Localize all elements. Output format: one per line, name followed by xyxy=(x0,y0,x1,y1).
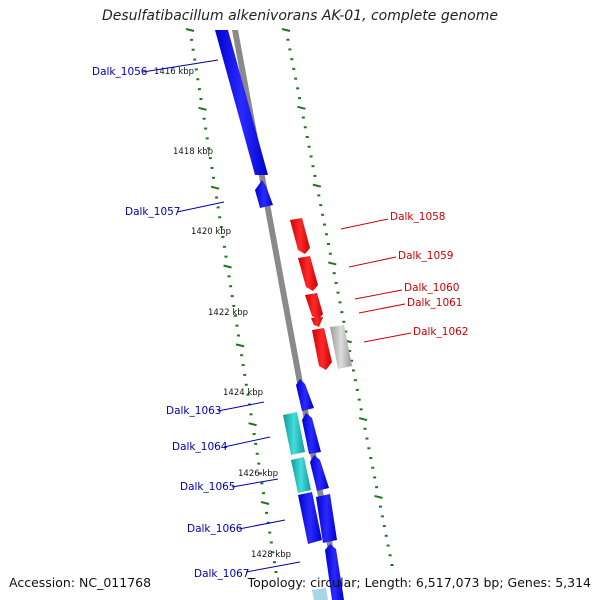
scale-tick xyxy=(210,185,220,190)
gene-dalk-1067[interactable] xyxy=(325,544,344,600)
leader-line xyxy=(340,218,389,230)
scale-label: 1428 kbp xyxy=(251,550,291,560)
left-gene-labels: Dalk_1056 Dalk_1057 Dalk_1063 Dalk_1064 … xyxy=(92,59,301,580)
gene-label-dalk-1064[interactable]: Dalk_1064 xyxy=(172,441,228,453)
gene-dalk-1064[interactable] xyxy=(283,412,305,455)
leader-line xyxy=(245,561,301,573)
leader-line xyxy=(142,59,219,73)
leader-line xyxy=(358,303,406,314)
reverse-strand-genes xyxy=(290,218,352,370)
gene-dalk-1062-gray[interactable] xyxy=(330,325,352,369)
gene-label-dalk-1060[interactable]: Dalk_1060 xyxy=(404,282,460,294)
leader-line xyxy=(348,256,397,268)
gene-label-dalk-1067[interactable]: Dalk_1067 xyxy=(194,568,250,580)
gene-dalk-1063[interactable] xyxy=(296,379,314,411)
scale-label: 1420 kbp xyxy=(191,227,231,237)
scale-tick xyxy=(374,494,383,499)
scale-tick xyxy=(198,106,207,111)
gene-dalk-1066b[interactable] xyxy=(316,494,337,543)
forward-strand-genes xyxy=(215,30,344,600)
scale-tick xyxy=(312,183,322,188)
gene-label-dalk-1062[interactable]: Dalk_1062 xyxy=(413,326,469,338)
leader-line xyxy=(238,519,286,530)
gene-label-dalk-1058[interactable]: Dalk_1058 xyxy=(390,211,446,223)
scale-label: 1424 kbp xyxy=(223,388,263,398)
gene-dalk-1059[interactable] xyxy=(298,256,318,291)
scale-label: 1426 kbp xyxy=(238,469,278,479)
scale-tick xyxy=(260,501,270,505)
gene-dalk-1066[interactable] xyxy=(298,492,322,544)
gene-label-dalk-1066[interactable]: Dalk_1066 xyxy=(187,523,243,535)
cyan-genes xyxy=(283,412,328,600)
scale-tick xyxy=(185,28,195,32)
gene-dalk-1061[interactable] xyxy=(311,317,323,327)
gene-dalk-1056[interactable] xyxy=(215,30,268,175)
scale-label: 1418 kbp xyxy=(173,147,213,157)
scale-label: 1416 kbp xyxy=(154,67,194,77)
right-gene-labels: Dalk_1058 Dalk_1059 Dalk_1060 Dalk_1061 … xyxy=(340,211,469,343)
gene-dalk-1065[interactable] xyxy=(310,455,329,491)
scale-labels: 1416 kbp 1418 kbp 1420 kbp 1422 kbp 1424… xyxy=(154,67,291,560)
leader-line xyxy=(217,401,265,412)
leader-line xyxy=(176,201,225,213)
scale-ticks-right xyxy=(281,28,394,566)
gene-label-dalk-1059[interactable]: Dalk_1059 xyxy=(398,250,454,262)
scale-label: 1422 kbp xyxy=(208,308,248,318)
gene-label-dalk-1056[interactable]: Dalk_1056 xyxy=(92,66,148,78)
scale-tick xyxy=(358,417,368,422)
scale-tick xyxy=(248,422,257,427)
gene-dalk-1058[interactable] xyxy=(290,218,310,254)
scale-tick xyxy=(223,264,232,269)
leader-line xyxy=(223,436,271,448)
gene-dalk-1063b[interactable] xyxy=(302,413,321,454)
gene-dalk-1057[interactable] xyxy=(255,180,273,208)
gene-label-dalk-1065[interactable]: Dalk_1065 xyxy=(180,481,236,493)
scale-tick xyxy=(235,343,245,348)
gene-label-dalk-1061[interactable]: Dalk_1061 xyxy=(407,297,463,309)
map-title: Desulfatibacillum alkenivorans AK-01, co… xyxy=(101,8,499,24)
accession-text: Accession: NC_011768 xyxy=(9,575,152,590)
gene-dalk-1062[interactable] xyxy=(312,328,332,370)
scale-ticks-left xyxy=(185,28,278,573)
leader-line xyxy=(363,332,412,343)
genome-summary-text: Topology: circular; Length: 6,517,073 bp… xyxy=(247,575,591,590)
gene-label-dalk-1057[interactable]: Dalk_1057 xyxy=(125,206,181,218)
gene-light-cyan xyxy=(312,588,328,600)
scale-tick xyxy=(281,28,291,32)
leader-line xyxy=(231,478,279,488)
gene-dalk-1060[interactable] xyxy=(305,293,323,320)
scale-tick xyxy=(297,105,306,110)
scale-tick xyxy=(328,261,337,266)
leader-line xyxy=(354,289,403,300)
gene-label-dalk-1063[interactable]: Dalk_1063 xyxy=(166,405,222,417)
gene-dalk-1065-cyan[interactable] xyxy=(291,457,311,493)
